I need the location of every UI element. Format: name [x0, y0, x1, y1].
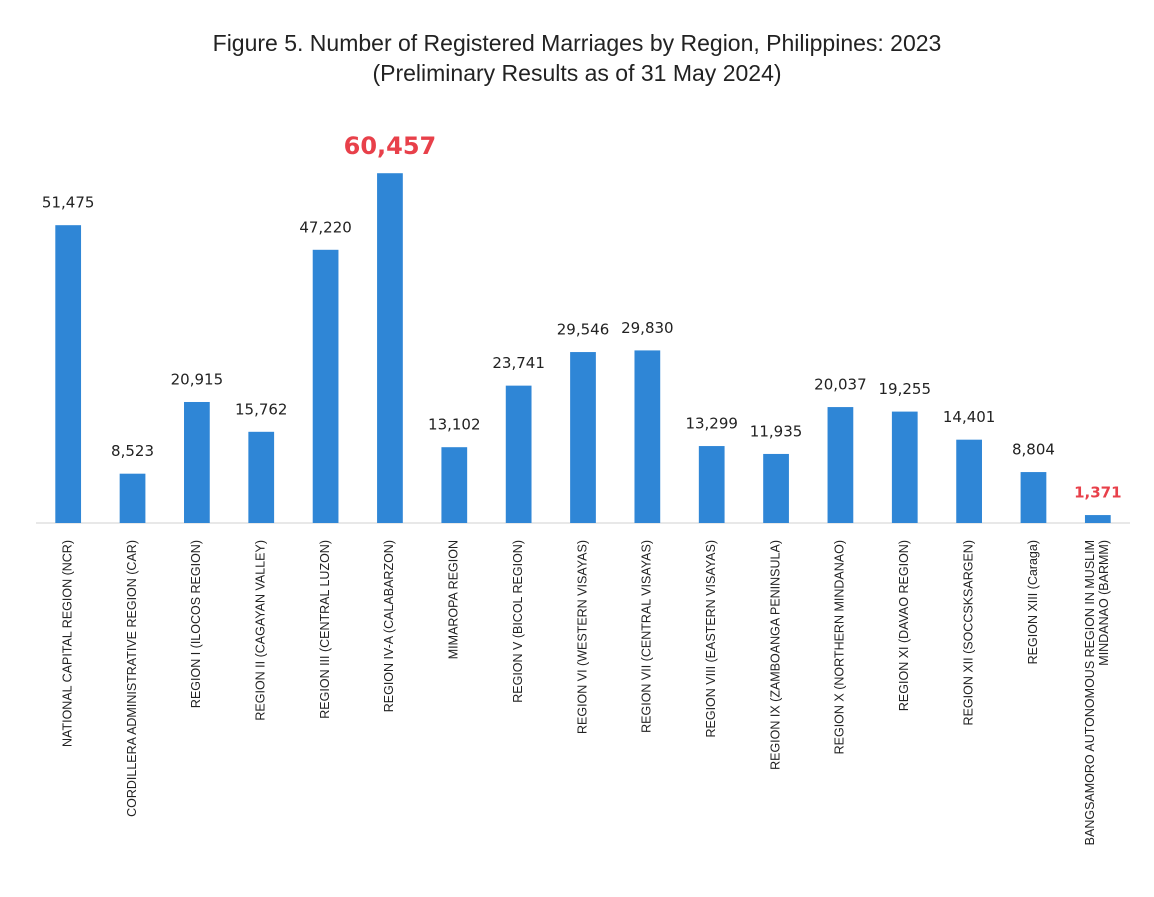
value-label: 8,523 — [111, 442, 154, 460]
value-label: 23,741 — [492, 354, 545, 372]
x-tick-label: MIMAROPA REGION — [447, 540, 461, 659]
x-tick-label: REGION I (ILOCOS REGION) — [189, 540, 203, 708]
bar — [1084, 515, 1111, 523]
bar — [827, 407, 854, 523]
bar — [377, 173, 403, 523]
value-label: 14,401 — [943, 408, 996, 426]
x-tick-label: REGION VIII (EASTERN VISAYAS) — [704, 540, 718, 738]
x-tick-label: CORDILLERA ADMINISTRATIVE REGION (CAR) — [125, 540, 139, 817]
bar — [184, 401, 210, 523]
value-label: 47,220 — [299, 218, 352, 236]
x-tick-label: REGION XII (SOCCSKSARGEN) — [961, 540, 975, 725]
value-label: 1,371 — [1074, 484, 1121, 502]
x-tick-label: REGION IV-A (CALABARZON) — [382, 540, 396, 712]
x-tick-label: REGION XIII (Caraga) — [1026, 540, 1040, 664]
value-label: 20,037 — [814, 376, 867, 394]
bar — [698, 446, 725, 523]
x-tick-label: BANGSAMORO AUTONOMOUS REGION IN MUSLIM M… — [1083, 540, 1111, 845]
value-label: 51,475 — [42, 194, 95, 212]
bar — [570, 352, 596, 523]
chart-subtitle: (Preliminary Results as of 31 May 2024) — [372, 60, 781, 86]
bar — [505, 385, 532, 523]
bar — [634, 350, 661, 523]
bar — [119, 473, 146, 523]
value-label: 60,457 — [344, 132, 437, 160]
bar — [312, 249, 339, 523]
value-label: 29,546 — [557, 321, 610, 339]
value-label: 15,762 — [235, 400, 288, 418]
value-label: 20,915 — [171, 370, 224, 388]
value-label: 13,102 — [428, 416, 481, 434]
x-tick-label: REGION V (BICOL REGION) — [511, 540, 525, 703]
bar — [1020, 472, 1047, 523]
bar — [891, 411, 918, 523]
value-label: 11,935 — [750, 422, 803, 440]
value-label: 8,804 — [1012, 441, 1055, 459]
bar — [441, 447, 468, 523]
x-tick-label: REGION II (CAGAYAN VALLEY) — [254, 540, 268, 721]
x-tick-label: REGION IX (ZAMBOANGA PENINSULA) — [768, 540, 782, 770]
value-label: 13,299 — [685, 415, 738, 433]
x-tick-label: REGION X (NORTHERN MINDANAO) — [833, 540, 847, 754]
x-tick-label: REGION VI (WESTERN VISAYAS) — [575, 540, 589, 734]
bar — [956, 439, 982, 523]
bar — [55, 225, 82, 523]
x-tick-label: NATIONAL CAPITAL REGION (NCR) — [60, 540, 74, 747]
bar — [248, 431, 275, 523]
chart-title: Figure 5. Number of Registered Marriages… — [213, 30, 942, 56]
x-tick-label: REGION VII (CENTRAL VISAYAS) — [640, 540, 654, 733]
value-label: 29,830 — [621, 319, 674, 337]
value-label: 19,255 — [879, 380, 932, 398]
bar — [763, 453, 789, 523]
x-tick-label: REGION III (CENTRAL LUZON) — [318, 540, 332, 719]
x-tick-label: REGION XI (DAVAO REGION) — [897, 540, 911, 711]
